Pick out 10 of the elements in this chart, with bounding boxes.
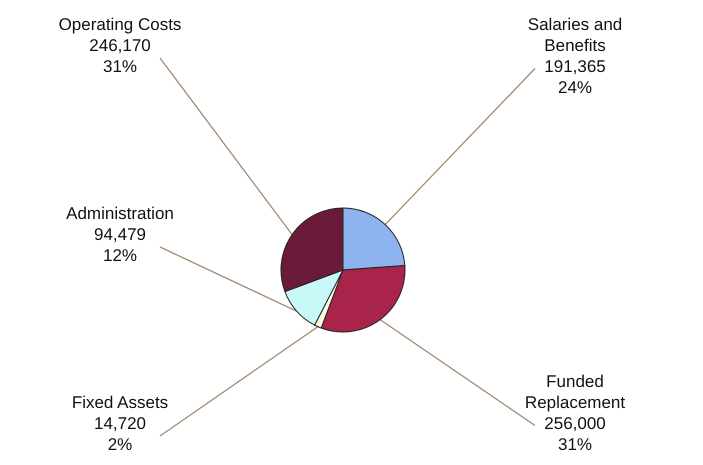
slice-label: Administration xyxy=(66,204,174,223)
slice-label: Fixed Assets xyxy=(72,393,168,412)
slice-label: Operating Costs xyxy=(58,15,182,34)
slice-label: Funded Replacement xyxy=(524,372,626,412)
data-label: 256,000 31% xyxy=(544,414,606,454)
slice-label: Salaries and Benefits xyxy=(528,15,622,55)
data-label: 191,365 24% xyxy=(544,57,606,97)
data-label: 246,170 31% xyxy=(89,36,151,76)
data-label: 14,720 2% xyxy=(94,414,146,454)
data-label: 94,479 12% xyxy=(94,225,146,265)
